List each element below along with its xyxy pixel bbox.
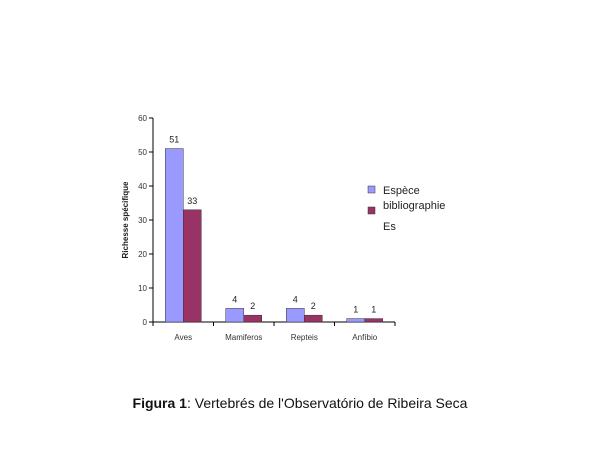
- bar: [225, 308, 244, 323]
- x-tick-label: Aves: [174, 333, 192, 342]
- legend-swatch-series-2: [367, 206, 376, 215]
- caption-label: Figura 1: [132, 395, 187, 411]
- data-label: 51: [169, 135, 179, 145]
- y-tick-label: 20: [138, 250, 147, 259]
- y-tick-label: 10: [138, 284, 147, 293]
- data-label: 1: [353, 305, 358, 315]
- legend-label-line-1: Espèce: [383, 185, 420, 197]
- bar: [165, 148, 184, 323]
- bar: [304, 314, 323, 323]
- data-label: 4: [232, 294, 237, 304]
- bar: [286, 308, 305, 323]
- y-tick-label: 60: [138, 114, 147, 123]
- y-tick-label: 30: [138, 216, 147, 225]
- y-tick-label: 40: [138, 182, 147, 191]
- figure-caption: Figura 1: Vertebrés de l'Observatório de…: [0, 395, 600, 411]
- bar: [243, 314, 262, 323]
- y-tick-label: 0: [143, 318, 148, 327]
- legend-label-line-2: bibliographie: [383, 200, 445, 212]
- y-tick-label: 50: [138, 148, 147, 157]
- bar: [183, 209, 202, 323]
- data-label: 2: [250, 301, 255, 311]
- plot-area: 0 10 20 30 40 50 60 51 33 Aves 4 2 Mamiferos 4 2 Reptei…: [138, 114, 396, 342]
- y-axis-label: Richesse spécifique: [121, 181, 130, 258]
- data-label: 33: [187, 196, 197, 206]
- caption-text: : Vertebrés de l'Observatório de Ribeira…: [186, 395, 468, 411]
- legend-label-line-3: Es: [383, 221, 396, 233]
- x-tick-label: Repteis: [291, 333, 318, 342]
- data-label: 1: [371, 305, 376, 315]
- legend-swatch-series-1: [367, 185, 376, 194]
- legend: Espèce bibliographie Es: [367, 185, 445, 233]
- bar: [364, 318, 383, 323]
- data-label: 4: [293, 294, 298, 304]
- data-label: 2: [311, 301, 316, 311]
- x-tick-label: Anfíbio: [352, 333, 377, 342]
- x-tick-label: Mamiferos: [225, 333, 262, 342]
- bar: [346, 318, 365, 323]
